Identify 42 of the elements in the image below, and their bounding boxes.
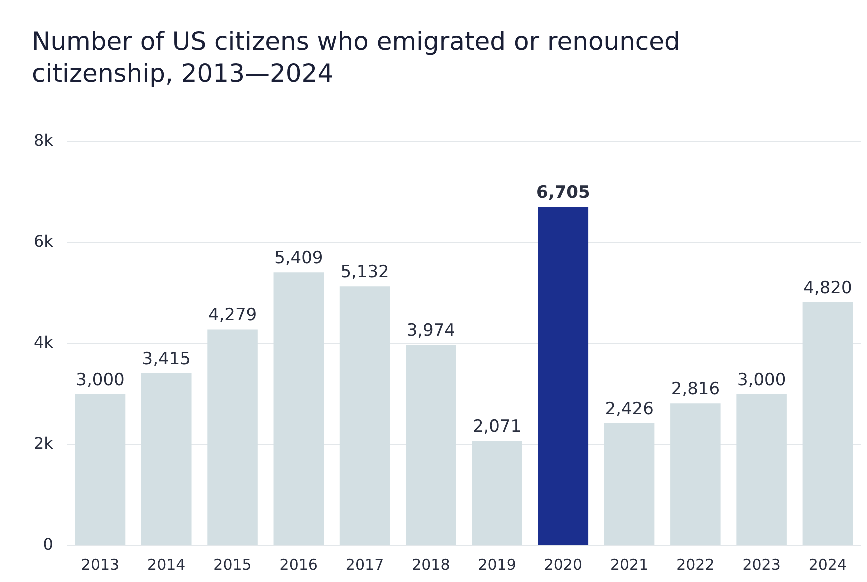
- x-tick-label: 2018: [412, 556, 450, 574]
- data-label: 3,974: [406, 321, 456, 342]
- bar: [604, 423, 655, 546]
- y-tick-label: 4k: [34, 332, 54, 352]
- bar: [142, 373, 192, 546]
- bar: [75, 394, 126, 546]
- data-label: 3,000: [76, 370, 125, 390]
- x-tick-label: 2021: [610, 556, 649, 574]
- data-label: 4,820: [804, 278, 852, 298]
- x-tick-label: 2013: [81, 556, 120, 574]
- data-label: 5,132: [340, 262, 390, 282]
- x-tick-label: 2015: [214, 556, 252, 574]
- data-label: 2,426: [605, 399, 654, 420]
- bar: [802, 302, 854, 546]
- bar: [472, 441, 522, 546]
- data-label: 2,071: [472, 417, 522, 438]
- bar: [406, 345, 456, 546]
- data-label: 4,279: [208, 306, 258, 326]
- x-tick-label: 2014: [148, 556, 186, 574]
- data-label: 5,409: [274, 248, 324, 268]
- x-tick-label: 2016: [280, 556, 318, 574]
- data-label: 6,705: [536, 182, 590, 203]
- bar: [670, 404, 721, 546]
- bar: [538, 207, 589, 546]
- y-tick-label: 0: [43, 535, 54, 554]
- bar: [208, 330, 258, 546]
- y-tick-label: 8k: [34, 130, 54, 150]
- y-tick-label: 2k: [34, 434, 54, 454]
- bar: [736, 394, 787, 546]
- y-tick-label: 6k: [34, 232, 54, 251]
- chart-title: Number of US citizens who emigrated or renounced citizenship, 2013—2024: [32, 26, 682, 90]
- bar: [340, 286, 390, 546]
- data-label: 2,816: [671, 380, 720, 400]
- x-tick-label: 2019: [478, 556, 516, 574]
- x-tick-label: 2023: [742, 556, 781, 574]
- bar: [274, 272, 324, 546]
- x-tick-label: 2024: [808, 556, 848, 574]
- x-tick-label: 2020: [544, 556, 583, 574]
- data-label: 3,000: [737, 370, 786, 390]
- x-tick-label: 2017: [346, 556, 384, 574]
- data-label: 3,415: [142, 349, 191, 370]
- x-tick-label: 2022: [676, 556, 715, 574]
